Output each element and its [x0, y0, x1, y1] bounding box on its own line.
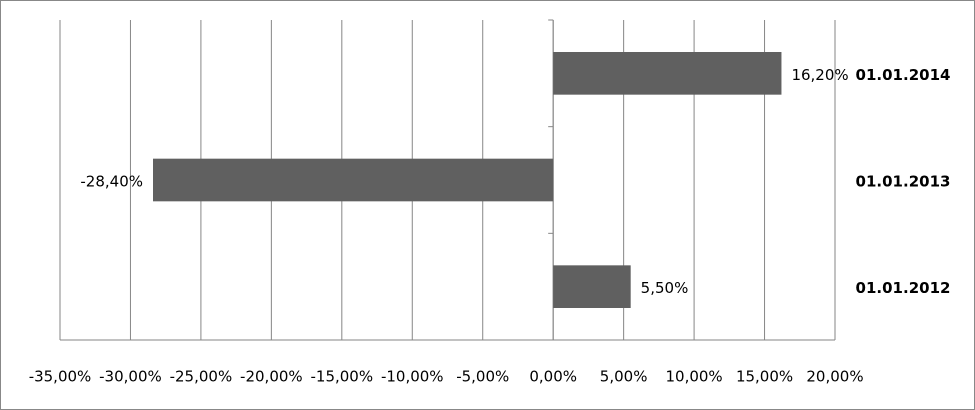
value-label: 16,20% [791, 66, 848, 84]
x-tick-label: 20,00% [806, 368, 863, 386]
value-label: -28,40% [80, 173, 143, 191]
bar [553, 52, 782, 95]
x-tick-label: -10,00% [381, 368, 444, 386]
value-label: 5,50% [641, 279, 689, 297]
x-tick-label: -15,00% [311, 368, 374, 386]
x-tick-label: 0,00% [529, 368, 577, 386]
x-tick-label: -5,00% [456, 368, 509, 386]
y-tick-label: 01.01.2013 [856, 173, 951, 191]
x-tick-label: 10,00% [665, 368, 722, 386]
y-tick-label: 01.01.2012 [856, 279, 951, 297]
x-tick-label: -30,00% [99, 368, 162, 386]
x-tick-label: -25,00% [170, 368, 233, 386]
x-tick-label: 15,00% [736, 368, 793, 386]
y-tick-label: 01.01.2014 [856, 66, 951, 84]
bar [553, 265, 631, 308]
x-tick-label: 5,00% [600, 368, 648, 386]
x-tick-label: -20,00% [240, 368, 303, 386]
x-tick-label: -35,00% [29, 368, 92, 386]
bar [153, 158, 554, 202]
